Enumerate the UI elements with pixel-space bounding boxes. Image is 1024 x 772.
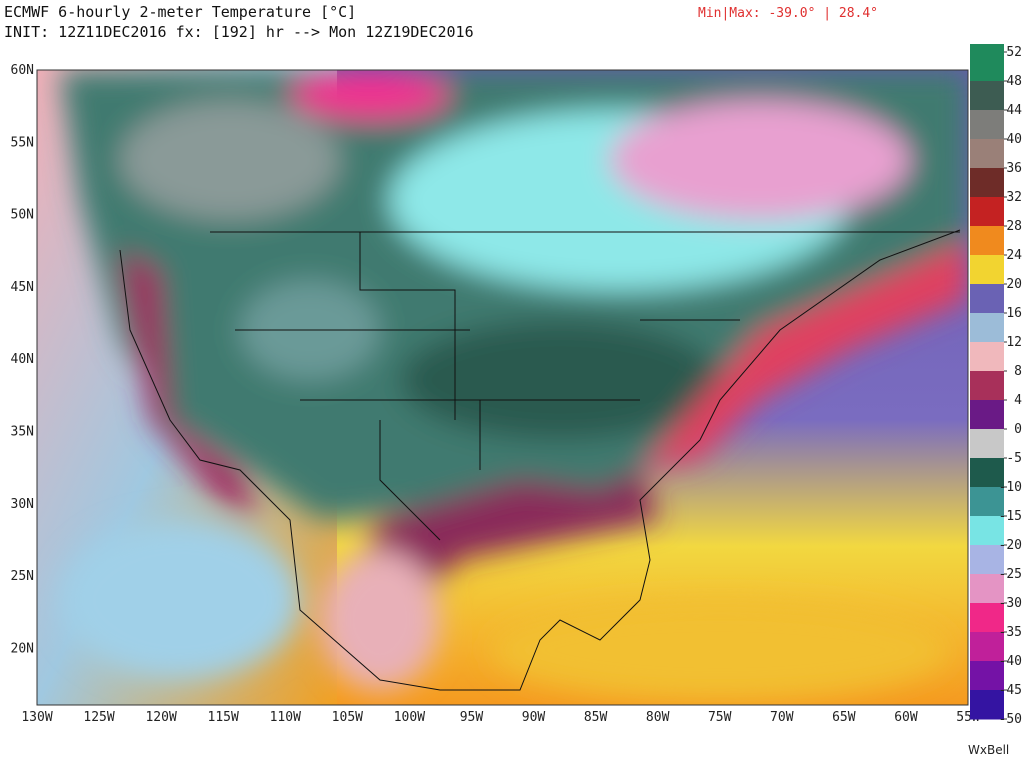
lon-label: 120W: [145, 710, 176, 725]
colorbar-segment: [970, 632, 1004, 662]
colorbar-segment: [970, 342, 1004, 372]
init-line: INIT: 12Z11DEC2016 fx: [192] hr --> Mon …: [4, 23, 474, 41]
colorbar-segment: [970, 400, 1004, 430]
lat-label: 40N: [11, 352, 34, 367]
lon-label: 70W: [770, 710, 794, 725]
title: ECMWF 6-hourly 2-meter Temperature [°C]: [4, 3, 356, 21]
colorbar-label: 32: [1006, 190, 1022, 205]
colorbar-label: 28: [1006, 219, 1022, 234]
colorbar-segment: [970, 226, 1004, 256]
axis-labels: 60N 55N 50N 45N 40N 35N 30N 25N 20N 130W 125W 120W 1…: [11, 63, 980, 725]
map-frame: [36, 69, 969, 706]
lat-label: 45N: [11, 280, 34, 295]
colorbar-label: 12: [1006, 335, 1022, 350]
colorbar-label: -45: [999, 683, 1022, 698]
colorbar-label: -35: [999, 625, 1022, 640]
colorbar-label: 44: [1006, 103, 1022, 118]
colorbar-segment: [970, 574, 1004, 604]
colorbar-label: -10: [999, 480, 1022, 495]
min-max: Min|Max: -39.0° | 28.4°: [698, 6, 878, 21]
lon-label: 95W: [460, 710, 484, 725]
lon-label: 125W: [83, 710, 114, 725]
colorbar-label: 16: [1006, 306, 1022, 321]
colorbar: 5248444036322824201612840-5-10-15-20-25-…: [970, 44, 1022, 727]
colorbar-label: 4: [1014, 393, 1022, 408]
colorbar-segment: [970, 139, 1004, 169]
colorbar-label: 24: [1006, 248, 1022, 263]
lon-label: 60W: [894, 710, 918, 725]
lon-label: 105W: [332, 710, 363, 725]
colorbar-segment: [970, 168, 1004, 198]
brand: WxBell: [968, 743, 1009, 757]
colorbar-label: 40: [1006, 132, 1022, 147]
lat-label: 30N: [11, 497, 34, 512]
colorbar-label: 48: [1006, 74, 1022, 89]
colorbar-label: 20: [1006, 277, 1022, 292]
lat-label: 25N: [11, 569, 34, 584]
colorbar-label: -40: [999, 654, 1022, 669]
lat-label: 50N: [11, 208, 34, 223]
colorbar-segment: [970, 487, 1004, 517]
colorbar-segment: [970, 516, 1004, 546]
colorbar-label: -50: [999, 712, 1022, 727]
lat-label: 55N: [11, 135, 34, 150]
temperature-field: [60, 70, 968, 700]
lon-label: 130W: [21, 710, 52, 725]
colorbar-segment: [970, 197, 1004, 227]
lon-label: 100W: [394, 710, 425, 725]
colorbar-segment: [970, 52, 1004, 82]
lat-label: 20N: [11, 641, 34, 656]
lat-label: 35N: [11, 425, 34, 440]
colorbar-label: 0: [1014, 422, 1022, 437]
colorbar-segment: [970, 110, 1004, 140]
lon-label: 110W: [270, 710, 301, 725]
lat-label: 60N: [11, 63, 34, 78]
boundaries: [119, 229, 961, 691]
lon-label: 90W: [522, 710, 546, 725]
map: [37, 70, 968, 705]
colorbar-segment: [970, 81, 1004, 111]
lon-label: 115W: [208, 710, 239, 725]
colorbar-segment: [970, 429, 1004, 459]
colorbar-segment: [970, 255, 1004, 285]
colorbar-label: -25: [999, 567, 1022, 582]
colorbar-segment: [970, 458, 1004, 488]
colorbar-label: 8: [1014, 364, 1022, 379]
colorbar-label: -30: [999, 596, 1022, 611]
lon-label: 65W: [832, 710, 856, 725]
colorbar-segment: [970, 690, 1004, 720]
colorbar-label: -15: [999, 509, 1022, 524]
colorbar-segment: [970, 284, 1004, 314]
colorbar-segment: [970, 545, 1004, 575]
colorbar-label: 52: [1006, 45, 1022, 60]
colorbar-cap: [970, 44, 1004, 52]
lon-label: 75W: [708, 710, 732, 725]
colorbar-segment: [970, 661, 1004, 691]
colorbar-segment: [970, 313, 1004, 343]
colorbar-segment: [970, 603, 1004, 633]
colorbar-label: -20: [999, 538, 1022, 553]
lon-label: 85W: [584, 710, 608, 725]
colorbar-label: -5: [1006, 451, 1022, 466]
lon-label: 80W: [646, 710, 670, 725]
colorbar-segment: [970, 371, 1004, 401]
colorbar-label: 36: [1006, 161, 1022, 176]
